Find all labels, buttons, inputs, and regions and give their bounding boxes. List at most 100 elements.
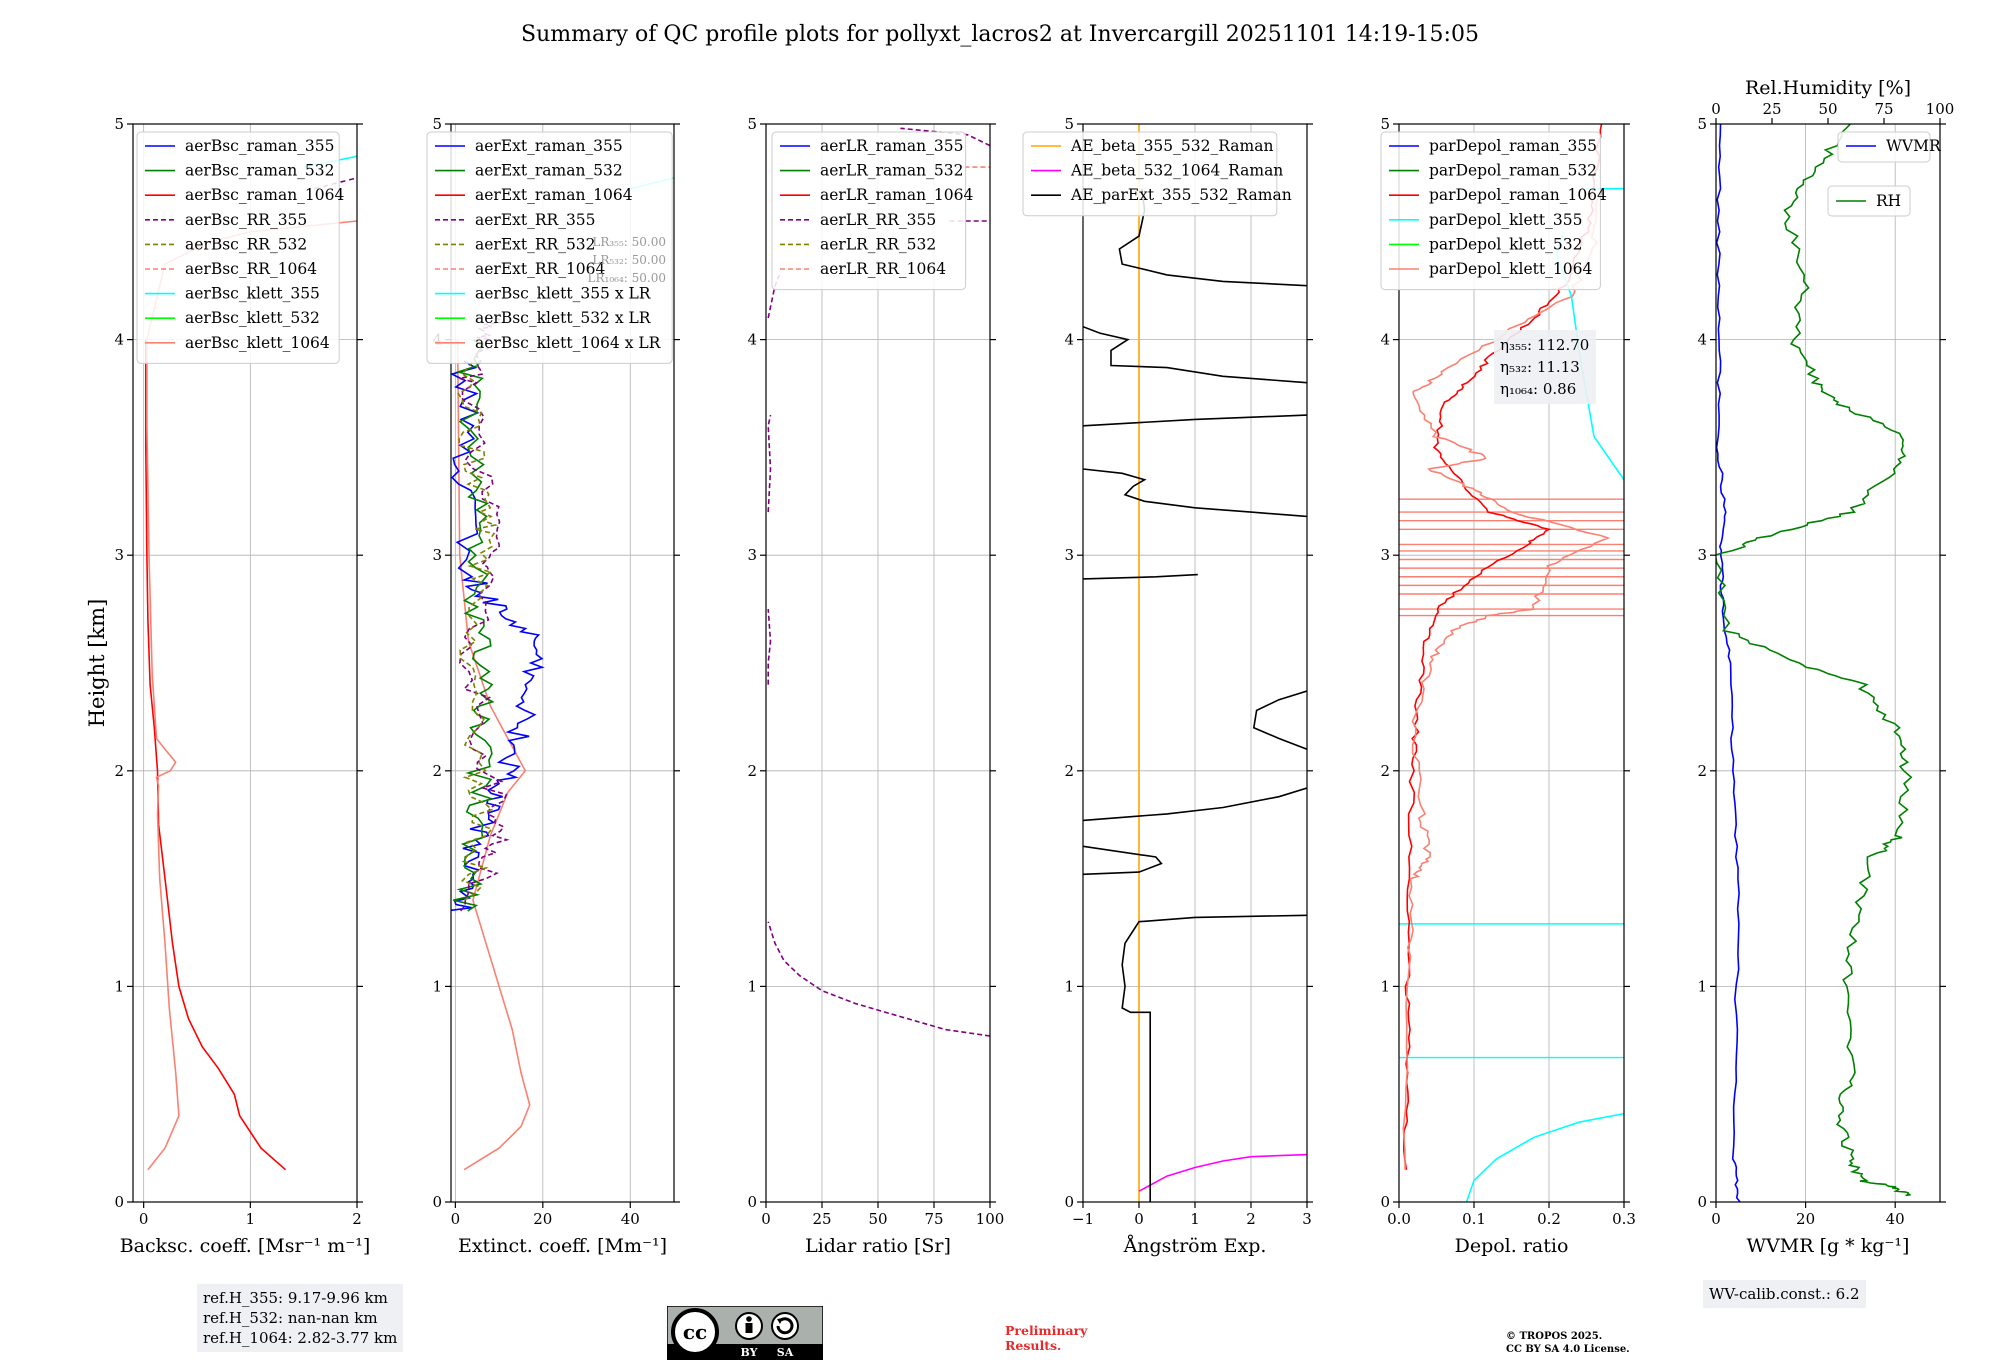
- legend-label: aerLR_RR_1064: [820, 260, 946, 278]
- x-tick-label: 40: [621, 1210, 640, 1228]
- y-tick-label: 3: [432, 546, 442, 564]
- series-AE_parExt_d: [1252, 690, 1307, 750]
- x-tick-label: 0: [139, 1210, 149, 1228]
- legend-label: aerExt_RR_355: [475, 211, 596, 229]
- y-tick-label: 4: [747, 331, 757, 349]
- y-tick-label: 5: [114, 115, 124, 133]
- legend-label: aerBsc_raman_355: [185, 137, 335, 155]
- x-tick-label: 2: [1246, 1210, 1256, 1228]
- y-tick-label: 2: [747, 762, 757, 780]
- series-group: [1716, 124, 1913, 1202]
- top-x-axis-label: Rel.Humidity [%]: [1745, 77, 1911, 99]
- series-WVMR: [1716, 124, 1741, 1202]
- x-tick-label: 0: [1134, 1210, 1144, 1228]
- x-tick-label: 3: [1302, 1210, 1312, 1228]
- series-AE_parExt_c: [1083, 787, 1307, 822]
- legend-label: parDepol_raman_1064: [1429, 186, 1607, 204]
- legend-label: aerLR_RR_355: [820, 211, 936, 229]
- series-group: [451, 177, 674, 1171]
- series-AE_beta_532_1064_Raman: [1138, 1153, 1307, 1192]
- cc-by-label: BY: [741, 1346, 758, 1359]
- legend-label: aerBsc_klett_532: [185, 309, 320, 327]
- eta-label: η₁₀₆₄: 0.86: [1500, 380, 1576, 398]
- y-tick-label: 0: [1697, 1193, 1707, 1211]
- copyright-line-2: CC BY SA 4.0 License.: [1506, 1344, 1630, 1355]
- y-tick-label: 1: [1697, 977, 1707, 995]
- legend-box-rh: [1827, 185, 1911, 217]
- y-tick-label: 3: [1064, 546, 1074, 564]
- figure-title: Summary of QC profile plots for pollyxt_…: [521, 22, 1479, 47]
- y-tick-label: 2: [1064, 762, 1074, 780]
- y-tick-label: 3: [1380, 546, 1390, 564]
- legend-box: [1022, 131, 1278, 217]
- copyright-note: © TROPOS 2025. CC BY SA 4.0 License.: [1506, 1330, 1630, 1356]
- series-parDepol_klett_1064: [1402, 188, 1611, 1170]
- series-aerLR_RR_355: [767, 921, 990, 1037]
- legend-label: aerLR_raman_355: [820, 137, 963, 155]
- y-tick-label: 3: [114, 546, 124, 564]
- legend-label: AE_parExt_355_532_Raman: [1070, 186, 1292, 204]
- y-tick-label: 0: [1064, 1193, 1074, 1211]
- ref-height-532: ref.H_532: nan-nan km: [203, 1309, 378, 1327]
- legend-label: aerBsc_klett_1064: [185, 334, 330, 352]
- legend-box: [136, 131, 340, 364]
- legend-label: AE_beta_532_1064_Raman: [1070, 162, 1283, 180]
- panel-lr: 0 25 50 75 100 0 1 2 3 4 5 Lidar ratio [Sr] aerLR_ra…: [747, 115, 1004, 1257]
- y-tick-label: 5: [1697, 115, 1707, 133]
- series-parDepol_raman_1064: [1403, 124, 1603, 1170]
- wv-calib-const: WV-calib.const.: 6.2: [1709, 1285, 1860, 1303]
- legend-label: aerLR_raman_1064: [820, 186, 973, 204]
- panel-wv: 0 20 40 0 1 2 3 4 5 WVMR [g * kg⁻¹] 0 25 50 75 100 Rel.…: [1697, 77, 1954, 1257]
- wv-calib-box: WV-calib.const.: 6.2: [1703, 1280, 1866, 1308]
- y-axis-label: Height [km]: [85, 599, 109, 728]
- legend-label: aerBsc_klett_1064 x LR: [475, 334, 662, 352]
- y-tick-label: 1: [432, 977, 442, 995]
- ref-heights-box: ref.H_355: 9.17-9.96 km ref.H_532: nan-n…: [197, 1284, 404, 1352]
- y-tick-label: 0: [747, 1193, 757, 1211]
- legend-label: aerBsc_RR_1064: [185, 260, 317, 278]
- series-aerLR_RR_355d: [767, 274, 781, 319]
- x-tick-label: 50: [868, 1210, 887, 1228]
- series-aerExt_RR_532: [457, 360, 499, 901]
- x-tick-label: −1: [1072, 1210, 1094, 1228]
- legend-label: AE_beta_355_532_Raman: [1070, 137, 1273, 155]
- preliminary-line-2: Results.: [1005, 1338, 1062, 1353]
- x-tick-label: 20: [533, 1210, 552, 1228]
- x-tick-label: 0.3: [1612, 1210, 1636, 1228]
- x-tick-label: 100: [976, 1210, 1005, 1228]
- lr-label: LR₅₃₂: 50.00: [592, 253, 666, 267]
- y-tick-label: 0: [432, 1193, 442, 1211]
- series-aerBsc_klett_1064 x LR: [456, 339, 531, 1171]
- ref-height-1064: ref.H_1064: 2.82-3.77 km: [203, 1329, 398, 1347]
- legend-label: aerBsc_raman_1064: [185, 186, 345, 204]
- panel-depol: 0.0 0.1 0.2 0.3 0 1 2 3 4 5 Depol. ratio parDepol_r…: [1380, 115, 1635, 1257]
- y-tick-label: 1: [1064, 977, 1074, 995]
- legend-label: parDepol_klett_532: [1429, 235, 1582, 253]
- series-AE_parExt_g: [1083, 414, 1307, 427]
- legend-label: parDepol_klett_355: [1429, 211, 1582, 229]
- legend-label: aerExt_RR_1064: [475, 260, 606, 278]
- y-tick-label: 2: [432, 762, 442, 780]
- x-axis-label: Backsc. coeff. [Msr⁻¹ m⁻¹]: [120, 1235, 371, 1257]
- series-aerLR_RR_355f: [900, 127, 990, 147]
- x-tick-label: 25: [812, 1210, 831, 1228]
- x-axis-label: Depol. ratio: [1455, 1235, 1569, 1257]
- eta-label: η₅₃₂: 11.13: [1500, 358, 1580, 376]
- y-tick-label: 2: [1697, 762, 1707, 780]
- y-tick-label: 5: [1380, 115, 1390, 133]
- legend-label: aerExt_raman_355: [475, 137, 623, 155]
- y-tick-label: 0: [114, 1193, 124, 1211]
- y-tick-label: 4: [114, 331, 124, 349]
- top-x-tick-label: 50: [1818, 100, 1837, 118]
- axes-frame: [450, 123, 675, 1203]
- legend-label: aerBsc_raman_532: [185, 162, 335, 180]
- series-aerExt_raman_355: [451, 360, 545, 912]
- legend-label: aerBsc_RR_532: [185, 235, 307, 253]
- svg-text:cc: cc: [683, 1320, 707, 1344]
- y-tick-label: 0: [1380, 1193, 1390, 1211]
- legend-label: aerBsc_klett_355: [185, 285, 320, 303]
- legend-label: parDepol_klett_1064: [1429, 260, 1592, 278]
- x-tick-label: 20: [1796, 1210, 1815, 1228]
